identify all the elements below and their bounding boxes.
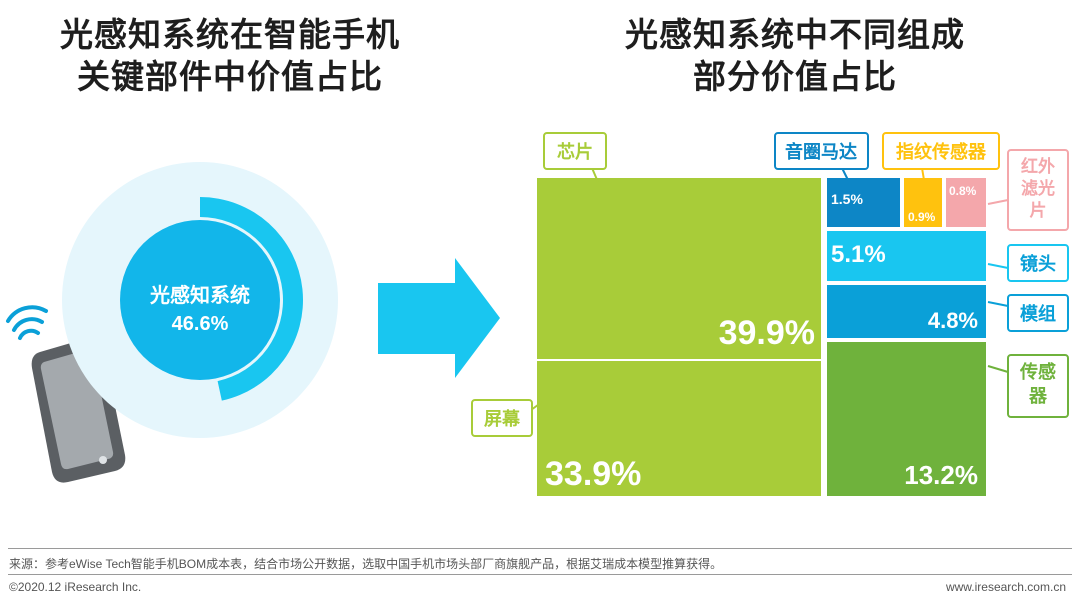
callout-chip: 芯片 — [543, 132, 607, 183]
value-label-screen: 33.9% — [545, 455, 641, 493]
website: www.iresearch.com.cn — [945, 580, 1066, 594]
value-label-lens: 5.1% — [831, 241, 886, 268]
donut-center — [120, 220, 280, 380]
block-sensor — [827, 342, 986, 496]
donut-arc — [200, 197, 304, 401]
callout-screen: 屏幕 — [471, 399, 543, 437]
right-title-line-1: 光感知系统中不同组成 — [625, 16, 965, 53]
value-label-sensor: 13.2% — [904, 460, 978, 490]
left-title-line-2: 关键部件中价值占比 — [77, 58, 383, 95]
callout-sensor: 传感器 — [987, 354, 1069, 418]
callout-label-screen: 屏幕 — [484, 409, 521, 429]
block-ir-filter — [946, 178, 986, 227]
value-label-vcm: 1.5% — [831, 191, 863, 207]
callout-lens: 镜头 — [987, 244, 1069, 282]
copyright: ©2020.12 iResearch Inc. — [9, 580, 142, 594]
block-vcm — [827, 178, 900, 227]
callout-label-chip: 芯片 — [557, 141, 593, 162]
footer-divider-top — [8, 548, 1072, 549]
callout-label-fingerprint: 指纹传感器 — [896, 141, 987, 162]
callout-module: 模组 — [987, 294, 1069, 332]
block-fingerprint — [904, 178, 942, 227]
callout-label-sensor: 传感器 — [1019, 361, 1056, 406]
donut-center-label: 光感知系统 — [149, 283, 250, 307]
callout-label-lens: 镜头 — [1020, 253, 1056, 274]
treemap-chart: 39.9% 33.9% 1.5% 0.9% 0.8% 5.1% 4.8% 13.… — [537, 178, 986, 496]
donut-center-value: 46.6% — [172, 313, 229, 335]
source-note: 来源：参考eWise Tech智能手机BOM成本表，结合市场公开数据，选取中国手… — [9, 557, 723, 571]
callout-fingerprint: 指纹传感器 — [882, 132, 1000, 181]
block-module — [827, 285, 986, 338]
left-chart-title: 光感知系统在智能手机 关键部件中价值占比 — [20, 14, 440, 98]
value-label-chip: 39.9% — [719, 314, 815, 352]
value-label-fingerprint: 0.9% — [908, 210, 936, 224]
value-label-ir-filter: 0.8% — [949, 184, 977, 198]
callout-ir-filter: 红外滤光片 — [987, 149, 1069, 231]
footer-divider-bottom — [8, 574, 1072, 575]
block-screen — [537, 361, 821, 496]
callout-label-ir-filter: 红外滤光片 — [1021, 156, 1055, 220]
block-lens — [827, 231, 986, 281]
callout-label-vcm: 音圈马达 — [785, 141, 857, 162]
arrow-icon — [378, 258, 500, 378]
block-chip — [537, 178, 821, 359]
right-chart-title: 光感知系统中不同组成 部分价值占比 — [560, 14, 1030, 98]
right-title-line-2: 部分价值占比 — [693, 58, 897, 95]
donut-chart: 光感知系统 46.6% — [62, 162, 338, 438]
callout-label-module: 模组 — [1020, 303, 1056, 324]
wifi-icon — [6, 305, 48, 340]
left-title-line-1: 光感知系统在智能手机 — [60, 16, 400, 53]
callout-vcm: 音圈马达 — [774, 132, 869, 181]
value-label-module: 4.8% — [928, 308, 978, 333]
